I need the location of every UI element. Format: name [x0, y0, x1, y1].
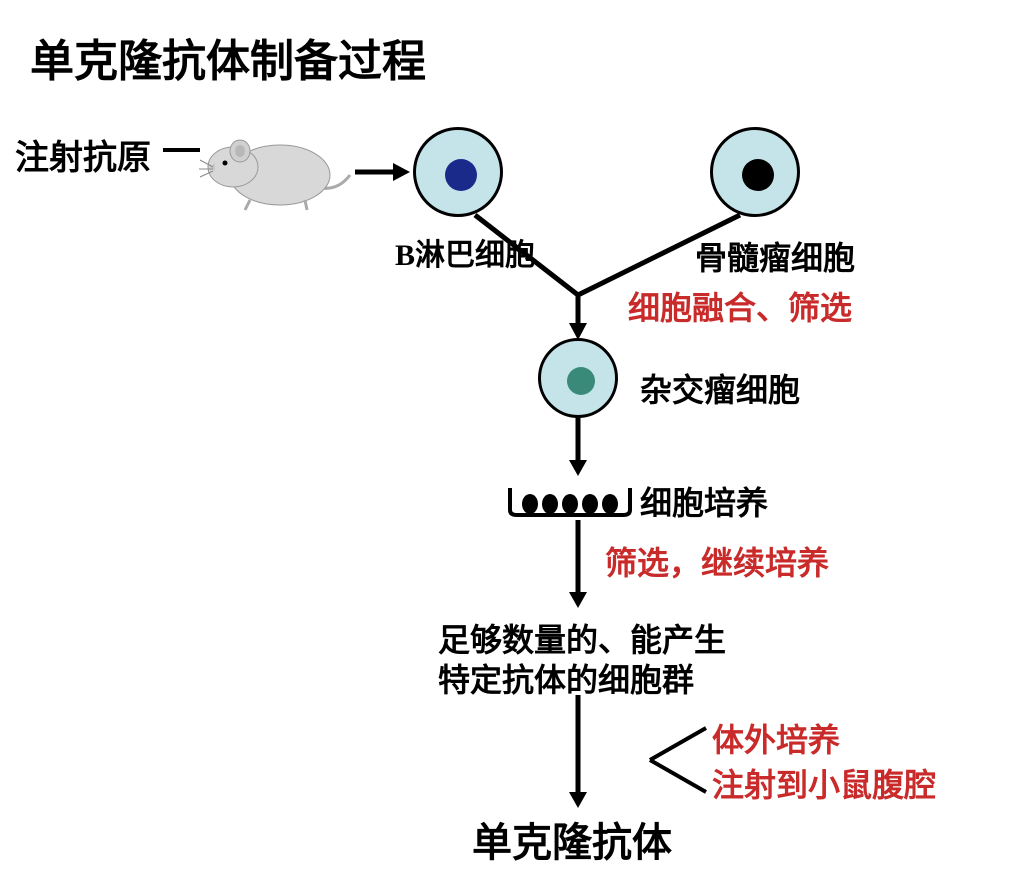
hybridoma-nucleus: [567, 367, 595, 395]
myeloma-cell: [710, 127, 800, 217]
monoclonal-antibody-label: 单克隆抗体: [472, 810, 672, 868]
arrow-to-antibody: [566, 695, 590, 810]
mouse-icon: [195, 115, 355, 220]
y-merge-lines: [455, 210, 765, 345]
culture-dish-icon: [505, 480, 635, 520]
inject-mouse-label: 注射到小鼠腹腔: [712, 760, 936, 806]
arrow-mouse-to-bcell: [355, 160, 410, 184]
screen-continue-label: 筛选，继续培养: [605, 538, 829, 584]
hybridoma-label: 杂交瘤细胞: [640, 365, 800, 411]
myeloma-nucleus: [742, 159, 774, 191]
arrow-dish-to-sufficient: [566, 520, 590, 610]
cell-culture-label: 细胞培养: [640, 478, 768, 524]
diagram-canvas: 单克隆抗体制备过程 注射抗原: [0, 0, 1025, 874]
arrow-hybridoma-to-dish: [566, 418, 590, 478]
branch-lines: [648, 720, 713, 800]
b-lymphocyte-cell: [413, 127, 503, 217]
inject-antigen-label: 注射抗原: [15, 130, 151, 179]
hybridoma-cell: [538, 338, 618, 418]
b-lymphocyte-nucleus: [445, 159, 477, 191]
in-vitro-label: 体外培养: [712, 715, 840, 761]
diagram-title: 单克隆抗体制备过程: [30, 25, 426, 89]
